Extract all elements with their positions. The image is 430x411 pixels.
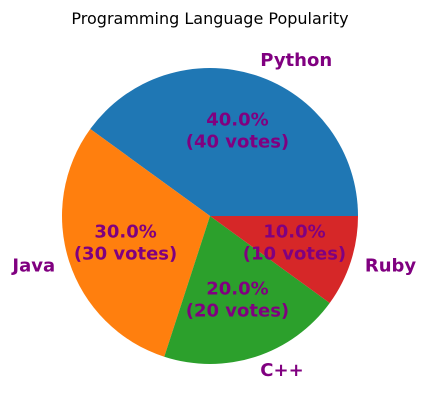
slice-label-python: Python <box>260 50 332 71</box>
slice-votes-java: (30 votes) <box>74 243 177 264</box>
chart-title: Programming Language Popularity <box>71 9 348 28</box>
slice-label-ruby: Ruby <box>365 255 417 276</box>
slice-percent-java: 30.0% <box>94 221 156 242</box>
slice-percent-python: 40.0% <box>206 110 268 131</box>
slice-label-java: Java <box>10 255 55 276</box>
slice-percent-cpp: 20.0% <box>206 278 268 299</box>
pie-slice-python <box>90 67 358 217</box>
pie-slice-java <box>62 129 211 357</box>
slice-votes-ruby: (10 votes) <box>243 243 346 264</box>
slice-votes-python: (40 votes) <box>186 132 289 153</box>
pie-slices <box>62 67 358 365</box>
slice-label-cpp: C++ <box>260 360 303 381</box>
pie-slice-ruby <box>210 216 358 303</box>
slice-votes-cpp: (20 votes) <box>186 300 289 321</box>
pie-labels: Python 40.0%(40 votes) Java 30.0%(30 votes)… <box>10 50 416 381</box>
slice-percent-ruby: 10.0% <box>263 221 325 242</box>
pie-slice-cpp <box>164 216 330 365</box>
